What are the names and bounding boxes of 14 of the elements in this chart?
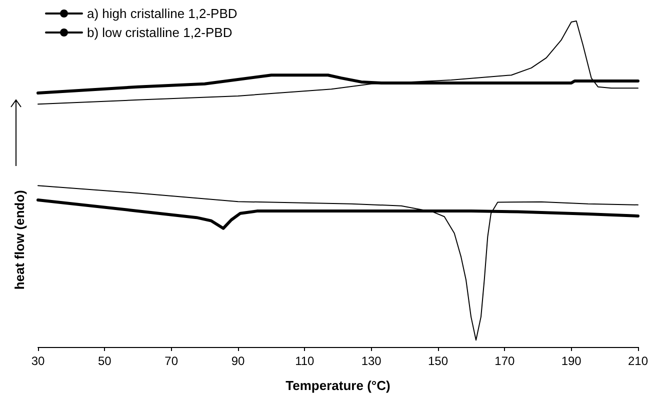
legend-label: b) low cristalline 1,2-PBD bbox=[87, 25, 232, 40]
x-tick-label: 150 bbox=[428, 354, 448, 368]
x-tick-label: 50 bbox=[98, 354, 112, 368]
x-tick-label: 170 bbox=[494, 354, 515, 368]
x-tick-label: 130 bbox=[361, 354, 382, 368]
x-tick-label: 190 bbox=[561, 354, 582, 368]
x-tick-label: 70 bbox=[164, 354, 178, 368]
legend-label: a) high cristalline 1,2-PBD bbox=[87, 6, 238, 21]
y-axis-title: heat flow (endo) bbox=[12, 190, 27, 290]
x-tick-label: 30 bbox=[31, 354, 45, 368]
x-tick-label: 90 bbox=[231, 354, 245, 368]
x-tick-label: 210 bbox=[628, 354, 648, 368]
x-tick-label: 110 bbox=[295, 354, 315, 368]
x-axis-title: Temperature (°C) bbox=[286, 378, 390, 393]
